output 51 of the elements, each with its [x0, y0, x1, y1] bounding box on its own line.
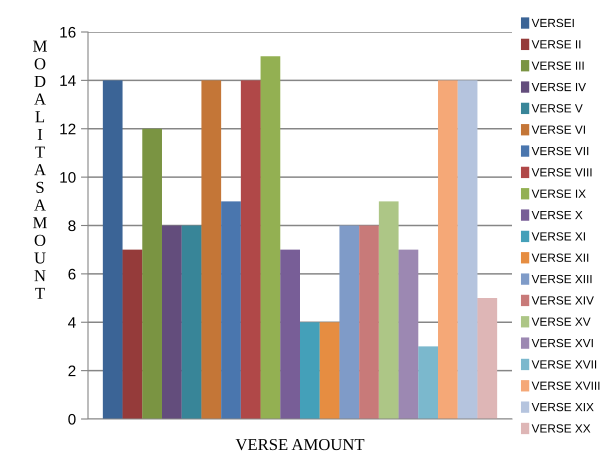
legend-label: VERSE XIII	[532, 274, 592, 284]
y-tick-label: 4	[68, 317, 76, 328]
legend-label: VERSE XX	[532, 424, 590, 433]
bar	[240, 80, 261, 419]
legend-label: VERSEI	[532, 18, 574, 28]
bar	[221, 201, 241, 419]
legend-label: VERSE XV	[532, 318, 591, 326]
bar	[398, 250, 418, 419]
legend-label: VERSE XII	[532, 254, 588, 262]
legend-label: VERSE VII	[532, 146, 588, 156]
y-tick-label: 2	[68, 365, 76, 376]
legend-label: VERSE XVII	[532, 360, 596, 369]
bar	[378, 201, 399, 419]
bar	[122, 250, 142, 419]
bar	[300, 322, 320, 419]
legend-label: VERSE IX	[532, 190, 586, 198]
bar	[359, 226, 379, 419]
y-tick-label: 0	[68, 414, 76, 425]
y-tick-label: 14	[60, 75, 76, 86]
bar	[458, 80, 478, 419]
legend-label: VERSE II	[532, 40, 580, 49]
legend-label: VERSE IV	[532, 82, 586, 92]
y-tick-label: 10	[60, 172, 76, 183]
y-tick-label: 8	[68, 220, 76, 232]
bar	[260, 56, 280, 419]
y-tick-label: 12	[60, 124, 76, 134]
y-tick-label: 16	[60, 26, 76, 38]
bar	[418, 346, 438, 419]
legend-label: VERSE X	[532, 210, 583, 220]
bar	[162, 226, 182, 419]
bar	[182, 226, 202, 419]
bar	[320, 322, 340, 419]
text: MODALITASAMOUNT	[33, 40, 47, 299]
bar	[201, 80, 222, 419]
y-tick-label: 6	[68, 268, 76, 280]
bar	[438, 80, 458, 419]
legend-label: VERSE VIII	[532, 168, 592, 177]
bar	[142, 128, 162, 419]
bar	[339, 226, 360, 419]
bar	[477, 298, 498, 419]
legend-label: VERSE XI	[532, 232, 585, 241]
legend-label: VERSE XIV	[532, 296, 594, 305]
legend-label: VERSE XVIII	[532, 382, 600, 390]
legend-label: VERSE V	[532, 104, 583, 113]
legend-label: VERSE VI	[532, 126, 585, 134]
x-axis-title: VERSE AMOUNT	[236, 438, 364, 450]
bar	[102, 80, 123, 419]
legend-label: VERSE XVI	[532, 338, 593, 348]
legend-label: VERSE III	[532, 61, 584, 70]
legend-label: VERSE XIX	[532, 402, 594, 412]
bar	[280, 250, 300, 419]
